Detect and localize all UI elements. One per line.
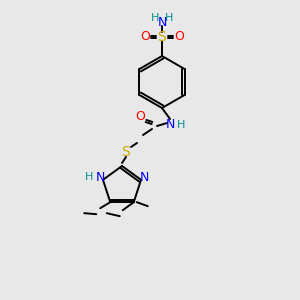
Text: N: N: [165, 118, 175, 130]
Text: H: H: [177, 120, 185, 130]
Text: N: N: [157, 16, 167, 28]
Text: S: S: [122, 145, 130, 159]
Text: H: H: [151, 13, 159, 23]
Text: O: O: [174, 31, 184, 44]
Text: O: O: [135, 110, 145, 122]
Text: H: H: [85, 172, 93, 182]
Text: H: H: [165, 13, 173, 23]
Text: O: O: [140, 31, 150, 44]
Text: S: S: [158, 30, 166, 44]
Text: N: N: [139, 171, 149, 184]
Text: N: N: [95, 171, 105, 184]
